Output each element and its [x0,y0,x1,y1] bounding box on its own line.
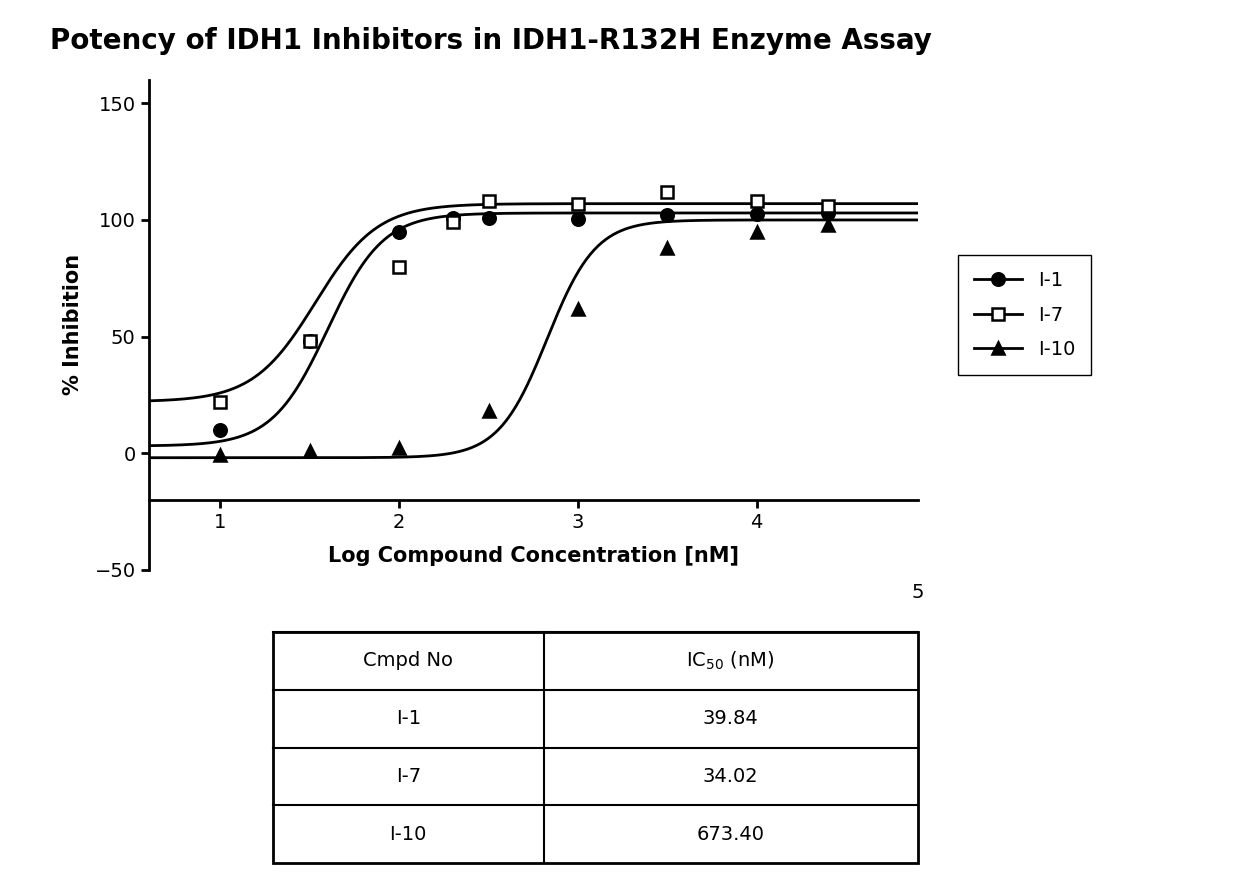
Text: 5: 5 [911,584,924,603]
Text: I-7: I-7 [396,767,420,786]
Text: Cmpd No: Cmpd No [363,651,453,670]
Text: 34.02: 34.02 [703,767,759,786]
Text: I-1: I-1 [396,709,420,728]
X-axis label: Log Compound Concentration [nM]: Log Compound Concentration [nM] [327,546,739,566]
Text: 673.40: 673.40 [697,825,765,844]
Text: Potency of IDH1 Inhibitors in IDH1-R132H Enzyme Assay: Potency of IDH1 Inhibitors in IDH1-R132H… [50,27,931,54]
Text: IC$_{50}$ (nM): IC$_{50}$ (nM) [687,650,775,672]
Text: 39.84: 39.84 [703,709,759,728]
Y-axis label: % Inhibition: % Inhibition [63,255,83,395]
Legend: I-1, I-7, I-10: I-1, I-7, I-10 [959,255,1091,375]
Text: I-10: I-10 [389,825,427,844]
